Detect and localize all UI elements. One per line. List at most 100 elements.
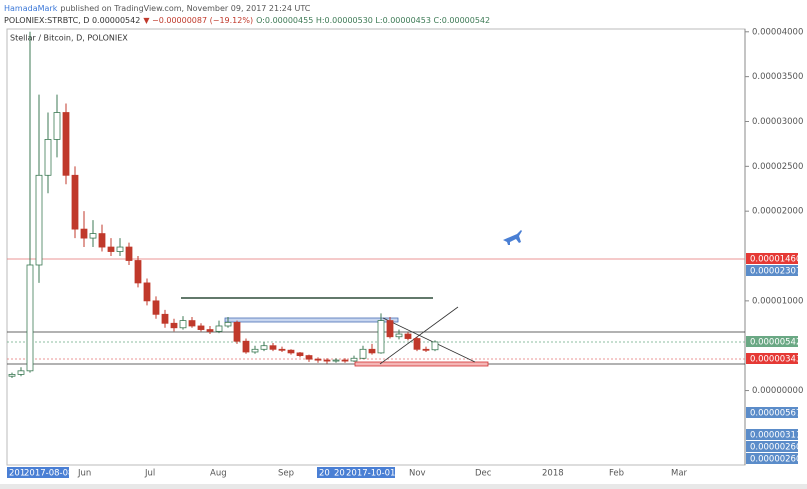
candle-body xyxy=(116,246,124,252)
x-label: Sep xyxy=(278,469,294,479)
x-label: Feb xyxy=(609,469,624,479)
candle-body xyxy=(242,340,250,353)
candle-body xyxy=(422,348,430,351)
candle-body xyxy=(206,329,214,332)
x-label: Nov xyxy=(409,469,426,479)
range-box xyxy=(224,317,399,323)
y-tick-label: 0.00004000 xyxy=(752,27,803,37)
chart-title: Stellar / Bitcoin, D, POLONIEX xyxy=(10,34,128,43)
candle-body xyxy=(125,246,133,261)
x-label: Aug xyxy=(210,469,227,479)
price-badge xyxy=(746,441,798,452)
candle-body xyxy=(296,352,304,356)
candle-body xyxy=(80,228,88,239)
candle-body xyxy=(197,325,205,330)
price-badge-text: 0.00002307 xyxy=(750,267,801,277)
candle-body xyxy=(260,345,268,350)
y-tick-label: 0.00003500 xyxy=(752,72,803,82)
candle-body xyxy=(89,233,97,239)
author[interactable]: HamadaMark xyxy=(4,4,58,13)
x-label: Jun xyxy=(77,469,91,479)
candle-body xyxy=(377,320,385,354)
candle-body xyxy=(62,112,70,176)
time-highlight xyxy=(317,467,395,478)
x-label: Jul xyxy=(144,469,155,479)
candle-body xyxy=(215,325,223,332)
candle-body xyxy=(287,349,295,354)
triangle-line xyxy=(382,317,476,363)
x-label: 20 xyxy=(334,469,345,479)
candle-body xyxy=(305,355,313,360)
candle-body xyxy=(395,333,403,338)
candle-body xyxy=(404,333,412,339)
price-badge xyxy=(746,265,798,276)
price-badge xyxy=(746,353,798,364)
x-label: Dec xyxy=(475,469,492,479)
symbol: POLONIEX:STRBTC, D 0.00000542 xyxy=(4,16,140,25)
time-highlight xyxy=(7,467,69,478)
time-axis: 201 2017-08-08 Jun Jul Aug Sep 20 20 201… xyxy=(7,467,688,479)
byline: HamadaMark published on TradingView.com, … xyxy=(4,4,311,13)
price-badge-text: 0.00000567 xyxy=(750,409,801,419)
triangle-line xyxy=(379,306,459,365)
ohlc: O:0.00000455 H:0.00000530 L:0.00000453 C… xyxy=(256,16,490,25)
candle-body xyxy=(188,320,196,327)
price-badge-text: 0.00000260 xyxy=(750,443,801,453)
price-badge-text: 0.00000311 xyxy=(750,431,801,441)
candle-body xyxy=(143,282,151,302)
candle-body xyxy=(359,348,367,359)
published: published on TradingView.com, November 0… xyxy=(60,4,310,13)
price-badge-text: 0.00000343 xyxy=(750,355,801,365)
y-tick-label: 0.00003000 xyxy=(752,117,803,127)
price-badge-text: 0.00000542 xyxy=(750,338,801,348)
candle-body xyxy=(17,370,25,375)
candle-body xyxy=(350,357,358,362)
candle-body xyxy=(431,341,439,351)
y-tick-label: 0.00002000 xyxy=(752,207,803,217)
y-tick-label: 0.00002500 xyxy=(752,162,803,172)
candle-body xyxy=(44,139,52,176)
price-axis: 0.00004000 0.00003500 0.00003000 0.00002500… xyxy=(745,27,803,396)
candle-body xyxy=(107,246,115,252)
candle-body xyxy=(413,338,421,350)
price-badge-text: 0.00000260 xyxy=(750,455,801,465)
candle-body xyxy=(161,313,169,324)
candle-body xyxy=(368,348,376,354)
x-label: 2017-10-01 xyxy=(346,469,395,479)
price-badge xyxy=(746,407,798,418)
support-box xyxy=(354,361,489,367)
x-label: 2017-08-08 xyxy=(24,469,73,479)
candle-body xyxy=(53,112,61,140)
y-tick-label: 0.00000000 xyxy=(752,386,803,396)
change: ▼ −0.00000087 (−19.12%) xyxy=(143,16,253,25)
symbol-line: POLONIEX:STRBTC, D 0.00000542 ▼ −0.000000… xyxy=(4,16,490,25)
candle-body xyxy=(35,174,43,266)
scrollbar[interactable] xyxy=(0,484,807,489)
candle-body xyxy=(386,320,394,338)
price-badge xyxy=(746,336,798,347)
candle-body xyxy=(170,322,178,329)
y-tick-label: 0.00001000 xyxy=(752,296,803,306)
candle-body xyxy=(8,374,16,377)
price-badge xyxy=(746,253,798,264)
candle-body xyxy=(341,359,349,362)
candle-body xyxy=(314,358,322,361)
price-badge xyxy=(746,453,798,464)
candle-body xyxy=(98,233,106,248)
price-badge xyxy=(746,429,798,440)
candle-body xyxy=(269,345,277,350)
x-label: Mar xyxy=(671,469,688,479)
candle-body xyxy=(134,260,142,284)
candle-body xyxy=(224,321,232,327)
x-label: 201 xyxy=(9,469,25,479)
candle-body xyxy=(179,320,187,329)
candle-body xyxy=(71,174,79,230)
candle-body xyxy=(233,321,241,342)
price-badge-text: 0.00001460 xyxy=(750,255,801,265)
x-label: 2018 xyxy=(542,469,564,479)
candles xyxy=(8,31,439,378)
airplane-icon xyxy=(503,230,522,245)
